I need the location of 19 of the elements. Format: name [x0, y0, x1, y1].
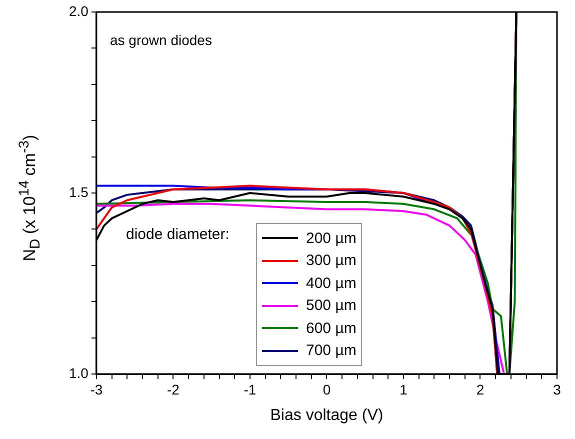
legend-label: 200 µm	[306, 230, 356, 247]
y-tick-label: 1.5	[68, 184, 89, 200]
x-tick-label: -1	[244, 381, 256, 398]
y-tick-label: 1.0	[68, 364, 89, 381]
x-tick-label: -3	[90, 381, 103, 398]
y-tick-label: 2.0	[68, 2, 89, 19]
x-tick-label: 2	[476, 381, 484, 398]
x-tick-label: -2	[166, 381, 180, 398]
x-axis-title: Bias voltage (V)	[270, 406, 384, 424]
x-tick-label: 0	[322, 381, 331, 398]
x-tick-label: 1	[400, 381, 408, 398]
legend-label: 600 µm	[306, 320, 356, 337]
legend-label: 700 µm	[306, 342, 356, 360]
x-tick-label: 3	[553, 381, 562, 398]
legend-title: diode diameter:	[126, 226, 230, 243]
legend-label: 400 µm	[306, 274, 356, 292]
annotation: as grown diodes	[110, 32, 212, 48]
legend-label: 300 µm	[306, 252, 356, 270]
legend-label: 500 µm	[306, 297, 356, 314]
